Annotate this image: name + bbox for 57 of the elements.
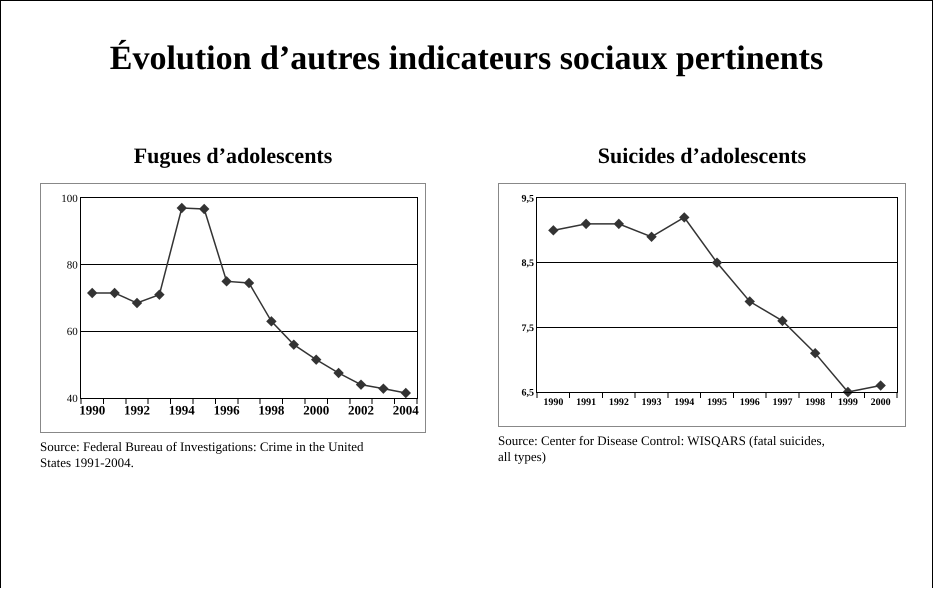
point	[154, 289, 165, 300]
x-tick-label: 2002	[348, 402, 374, 418]
point	[712, 257, 722, 268]
point	[378, 383, 389, 394]
x-tick-label: 1993	[642, 397, 662, 408]
point	[614, 218, 624, 230]
chart-title: Suicides d’adolescents	[596, 143, 808, 170]
x-tick-label: 1998	[805, 397, 826, 408]
y-tick-label: 40	[66, 392, 78, 405]
point	[646, 232, 657, 242]
point	[333, 368, 344, 378]
point	[132, 298, 142, 308]
x-tick-label: 1999	[838, 397, 858, 408]
point	[311, 354, 322, 365]
x-tick-label: 1992	[124, 402, 150, 418]
source-note: Source: Federal Bureau of Investigations: Crime in the United States 1991-2004.	[40, 439, 364, 471]
x-tick-label: 1996	[740, 397, 760, 408]
x-tick-label: 1998	[258, 402, 285, 418]
point	[400, 388, 411, 398]
chart-title: Fugues d’adolescents	[132, 143, 334, 170]
text: Évolution d’autres indicateurs sociaux pertinents	[108, 40, 824, 78]
x-tick-label: 1990	[79, 402, 106, 418]
y-tick-label: 60	[66, 326, 78, 338]
point	[109, 288, 120, 298]
point	[744, 296, 755, 307]
x-tick-label: 2000	[303, 402, 330, 418]
x-tick-label: 1994	[674, 397, 694, 408]
point	[87, 288, 98, 298]
point	[679, 212, 690, 223]
y-tick-label: 9,5	[522, 194, 534, 204]
x-tick-label: 1995	[707, 397, 727, 408]
point	[548, 225, 559, 236]
x-tick-label: 1996	[214, 402, 240, 418]
point	[777, 316, 788, 326]
point	[221, 276, 232, 287]
y-tick-label: 100	[61, 192, 78, 205]
x-tick-label: 2004	[392, 402, 420, 418]
y-tick-label: 7,5	[522, 322, 534, 334]
x-tick-label: 1992	[608, 397, 629, 408]
point	[176, 202, 187, 214]
x-tick-label: 2000	[870, 397, 891, 408]
y-tick-label: 80	[66, 260, 78, 272]
x-tick-label: 1991	[576, 397, 596, 408]
point	[580, 218, 592, 230]
x-tick-label: 1990	[543, 397, 564, 408]
x-tick-label: 1997	[772, 397, 792, 408]
source-note: Source: Center for Disease Control: WISQARS (fatal suicides, all types)	[498, 433, 826, 465]
point	[356, 379, 366, 390]
point	[810, 348, 820, 358]
point	[288, 339, 299, 350]
point	[266, 316, 277, 327]
y-tick-label: 6,5	[522, 388, 534, 398]
point	[244, 278, 254, 288]
x-tick-label: 1994	[168, 402, 196, 418]
point	[199, 204, 210, 214]
point	[875, 380, 886, 391]
y-tick-label: 8,5	[522, 258, 534, 270]
